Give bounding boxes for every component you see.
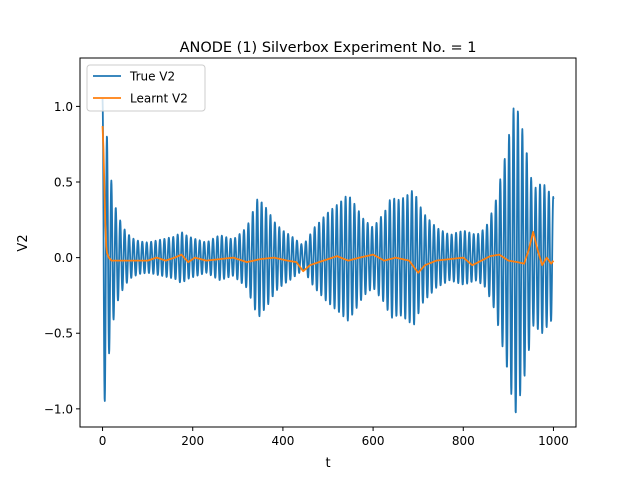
axes-frame — [79, 57, 577, 428]
y-axis-label: V2 — [16, 234, 31, 251]
x-tick-label: 200 — [181, 434, 204, 448]
legend: True V2 Learnt V2 — [86, 64, 206, 112]
x-tick-label: 800 — [452, 434, 475, 448]
y-tick-label: −0.5 — [44, 327, 73, 341]
x-tick-label: 0 — [99, 434, 107, 448]
y-tick-label: −1.0 — [44, 402, 73, 416]
x-tick-label: 600 — [362, 434, 385, 448]
y-axis: −1.0 −0.5 0.0 0.5 1.0 — [44, 100, 80, 416]
y-tick-label: 0.5 — [54, 176, 73, 190]
series-line-true-v2 — [101, 98, 555, 414]
series-line-learnt-v2 — [101, 126, 555, 274]
y-tick-label: 1.0 — [54, 100, 73, 114]
x-tick-label: 400 — [271, 434, 294, 448]
plot-area — [101, 98, 555, 414]
x-tick-label: 1000 — [538, 434, 569, 448]
y-tick-label: 0.0 — [54, 251, 73, 265]
legend-label-true-v2: True V2 — [129, 70, 175, 84]
x-axis-label: t — [325, 456, 330, 471]
x-axis: 0 200 400 600 800 1000 — [99, 427, 569, 448]
legend-label-learnt-v2: Learnt V2 — [130, 92, 188, 106]
chart-title: ANODE (1) Silverbox Experiment No. = 1 — [180, 40, 477, 56]
